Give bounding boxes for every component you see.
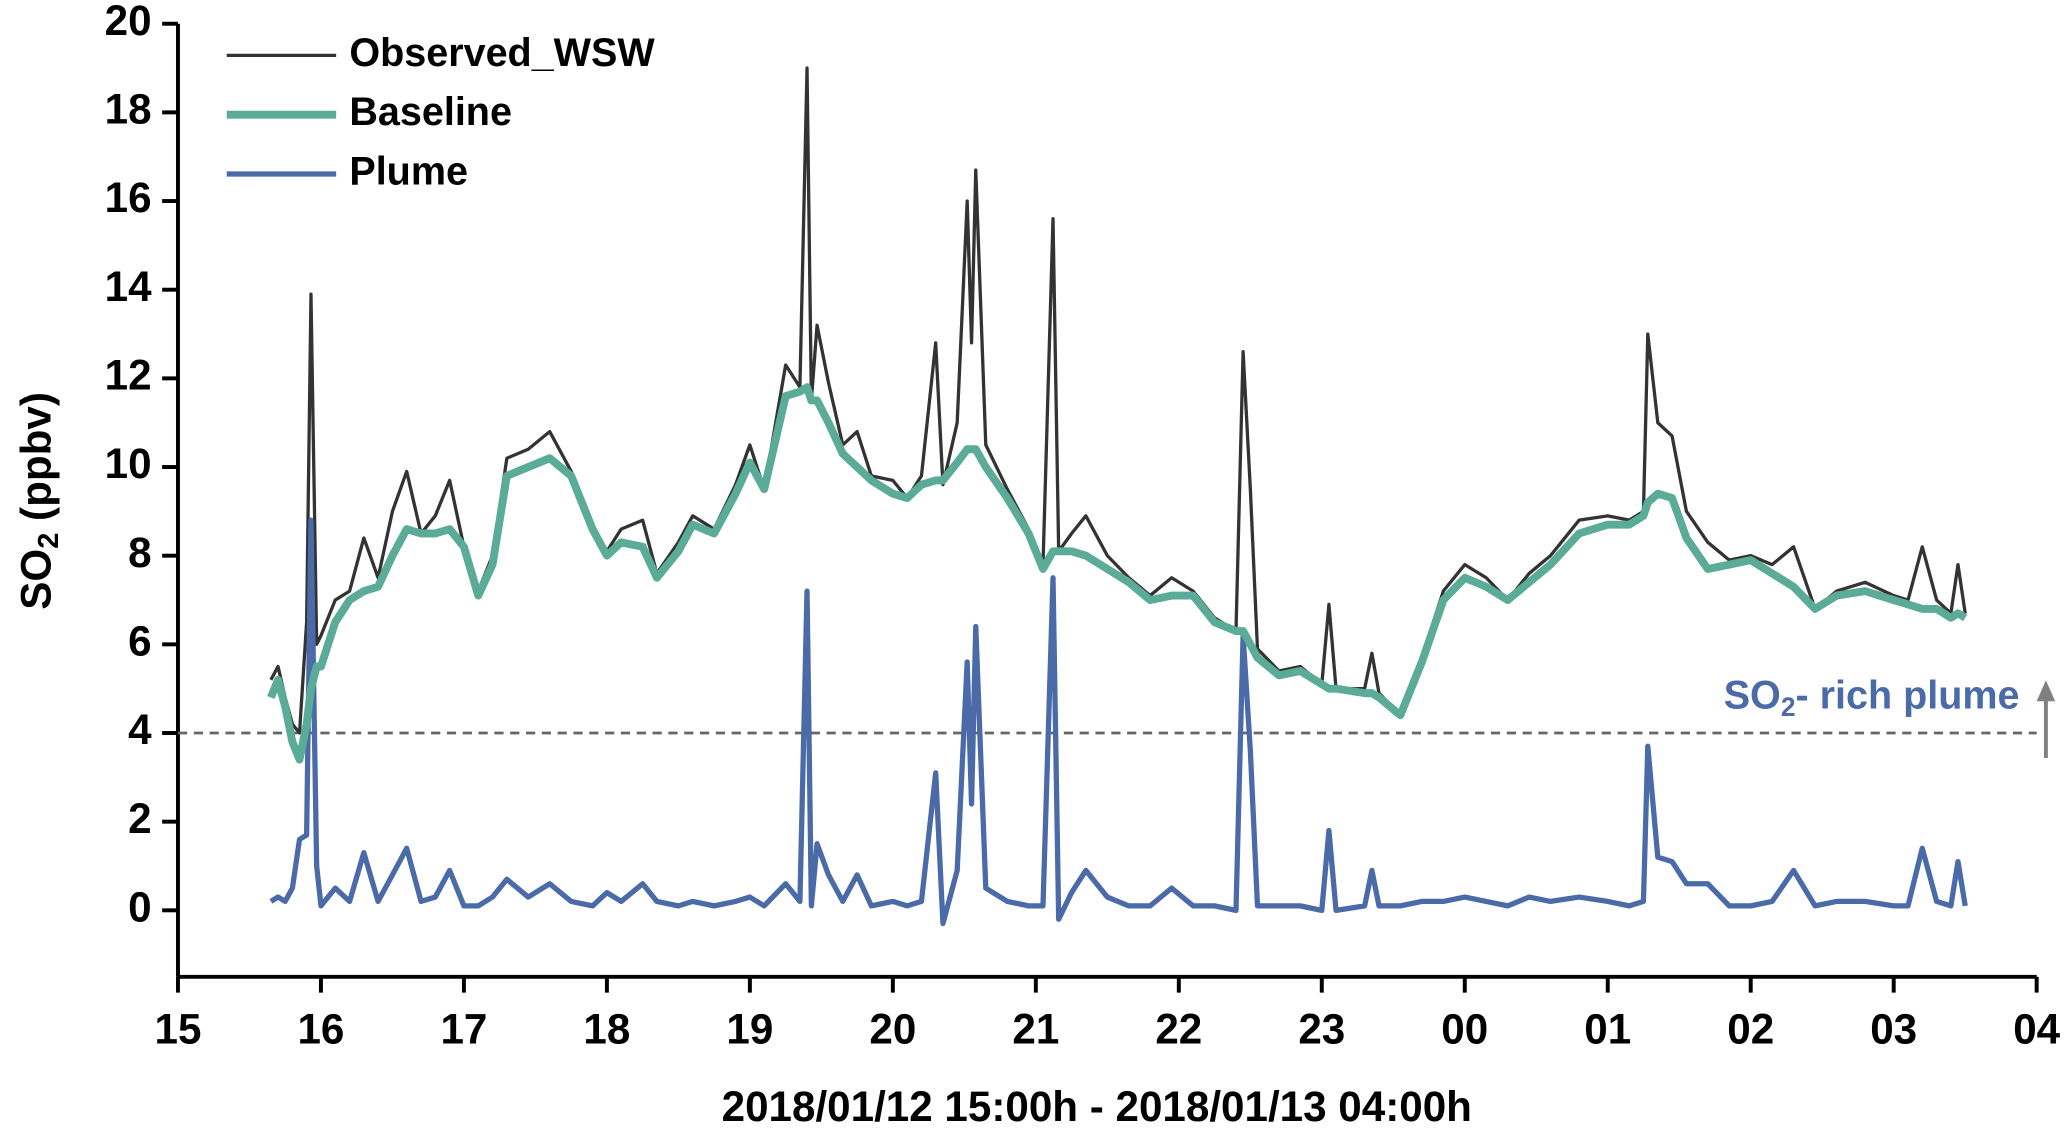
y-tick-label: 14: [105, 263, 152, 310]
x-tick-label: 03: [1870, 1005, 1917, 1052]
y-tick-label: 10: [105, 440, 152, 487]
y-tick-label: 2: [128, 795, 151, 842]
y-tick-label: 6: [128, 617, 151, 664]
y-tick-label: 18: [105, 86, 152, 133]
x-tick-label: 16: [297, 1005, 344, 1052]
x-tick-label: 02: [1727, 1005, 1774, 1052]
x-tick-label: 21: [1012, 1005, 1059, 1052]
x-tick-label: 04: [2013, 1005, 2060, 1052]
annotation-part: SO: [1724, 674, 1781, 718]
arrow-head: [2036, 680, 2056, 702]
x-tick-label: 01: [1584, 1005, 1631, 1052]
x-tick-label: 23: [1298, 1005, 1345, 1052]
data-line: [269, 517, 1968, 927]
x-tick-label: 20: [869, 1005, 916, 1052]
x-tick-label: 18: [583, 1005, 630, 1052]
x-tick-label: 15: [155, 1005, 202, 1052]
y-tick-label: 0: [128, 883, 151, 930]
data-line: [267, 383, 1968, 764]
y-axis-title: SO2 (ppbv): [13, 392, 65, 610]
legend-label: Observed_WSW: [349, 31, 655, 75]
y-tick-label: 20: [105, 0, 152, 44]
y-tick-label: 16: [105, 174, 152, 221]
annotation-part: - rich plume: [1795, 674, 2019, 718]
y-tick-label: 8: [128, 529, 151, 576]
x-axis-title: 2018/01/12 15:00h - 2018/01/13 04:00h: [722, 1083, 1472, 1130]
legend-label: Baseline: [349, 90, 512, 134]
y-title-part: SO: [13, 549, 60, 610]
y-title-sub: 2: [33, 533, 65, 549]
data-line: [269, 66, 1967, 735]
y-tick-label: 12: [105, 352, 152, 399]
y-tick-label: 4: [128, 706, 152, 753]
x-tick-label: 00: [1441, 1005, 1488, 1052]
annotation: SO2- rich plume: [1724, 674, 2020, 722]
legend-label: Plume: [349, 149, 468, 193]
x-tick-label: 17: [440, 1005, 487, 1052]
y-title-part: (ppbv): [13, 392, 60, 533]
x-tick-label: 22: [1155, 1005, 1202, 1052]
annotation-sub: 2: [1781, 692, 1796, 722]
x-tick-label: 19: [726, 1005, 773, 1052]
